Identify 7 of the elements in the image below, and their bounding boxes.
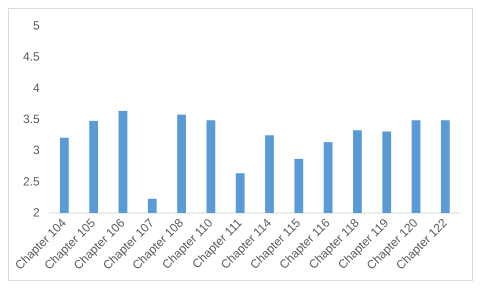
y-tick-label: 3 xyxy=(32,143,40,158)
y-tick-label: 4 xyxy=(32,80,40,95)
y-tick-label: 3.5 xyxy=(22,112,40,126)
y-tick-label: 4.5 xyxy=(22,50,40,64)
y-tick-label: 5 xyxy=(32,18,40,33)
y-tick-label: 2 xyxy=(32,205,40,220)
y-tick-label: 2.5 xyxy=(22,174,40,188)
